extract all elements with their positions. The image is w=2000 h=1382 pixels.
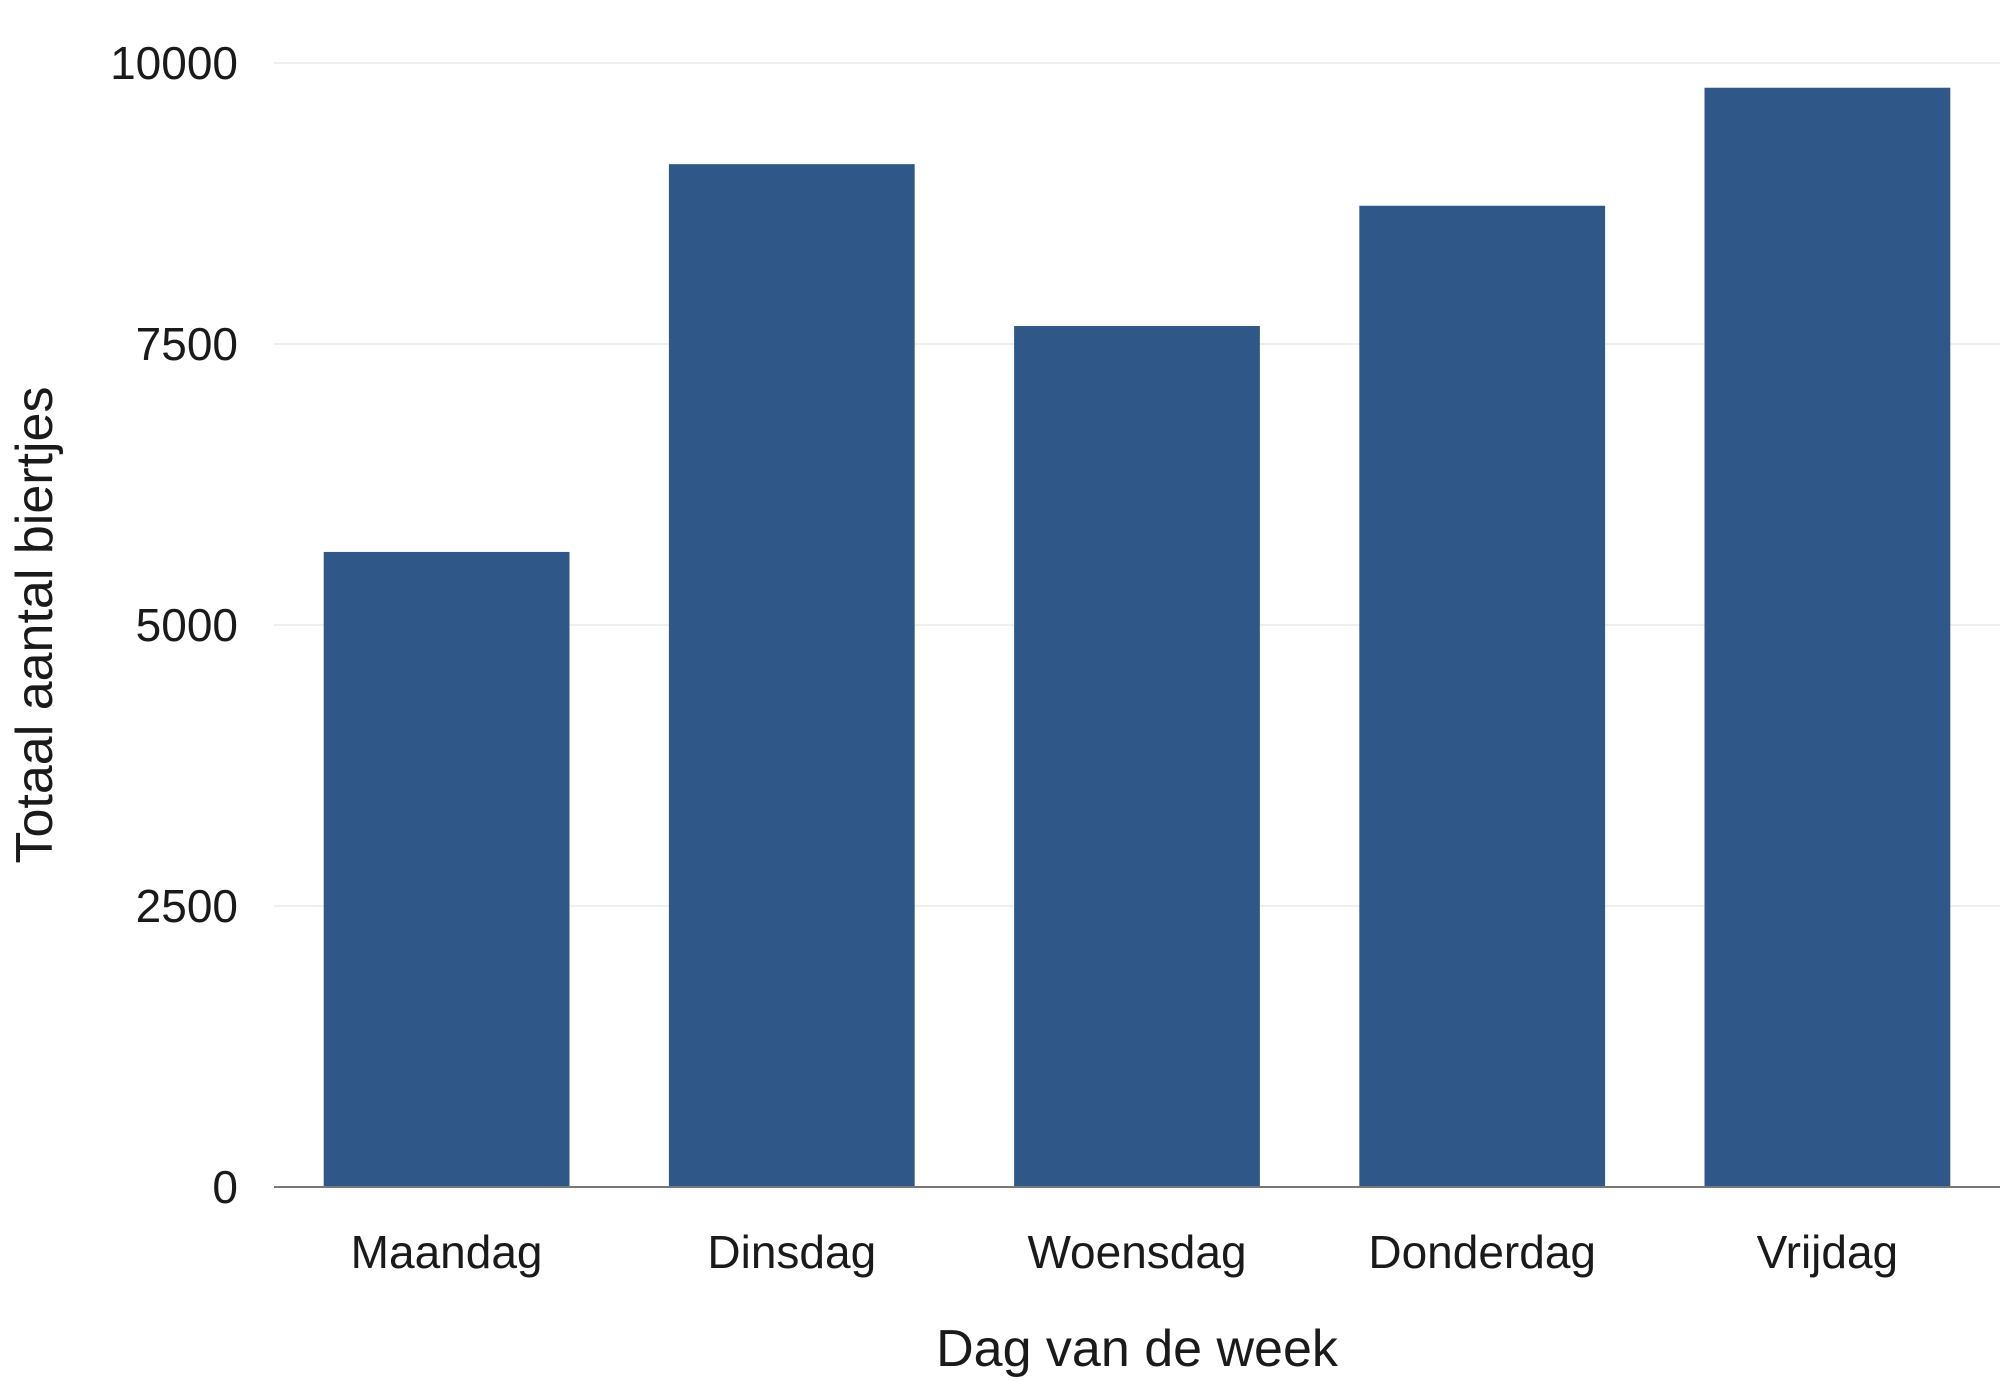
- bars: [323, 87, 1951, 1188]
- bar-donderdag: [1359, 205, 1606, 1188]
- x-tick-labels: Maandag Dinsdag Woensdag Donderdag Vrijdag: [351, 1226, 1898, 1278]
- bar-dinsdag: [668, 164, 915, 1187]
- y-tick-label: 5000: [136, 599, 238, 651]
- y-tick-label: 7500: [136, 318, 238, 370]
- bar-maandag: [323, 551, 570, 1187]
- y-tick-label: 0: [212, 1161, 238, 1213]
- bar-woensdag: [1014, 326, 1260, 1187]
- y-tick-label: 2500: [136, 880, 238, 932]
- y-axis-title: Totaal aantal biertjes: [6, 387, 64, 864]
- y-tick-label: 10000: [110, 37, 238, 89]
- x-tick-label: Dinsdag: [707, 1226, 876, 1278]
- x-tick-label: Donderdag: [1368, 1226, 1596, 1278]
- x-axis-title: Dag van de week: [936, 1320, 1339, 1378]
- x-tick-label: Woensdag: [1027, 1226, 1246, 1278]
- x-tick-label: Vrijdag: [1757, 1226, 1898, 1278]
- y-tick-labels: 0 2500 5000 7500 10000: [110, 37, 238, 1213]
- x-tick-label: Maandag: [351, 1226, 543, 1278]
- bar-vrijdag: [1704, 87, 1951, 1187]
